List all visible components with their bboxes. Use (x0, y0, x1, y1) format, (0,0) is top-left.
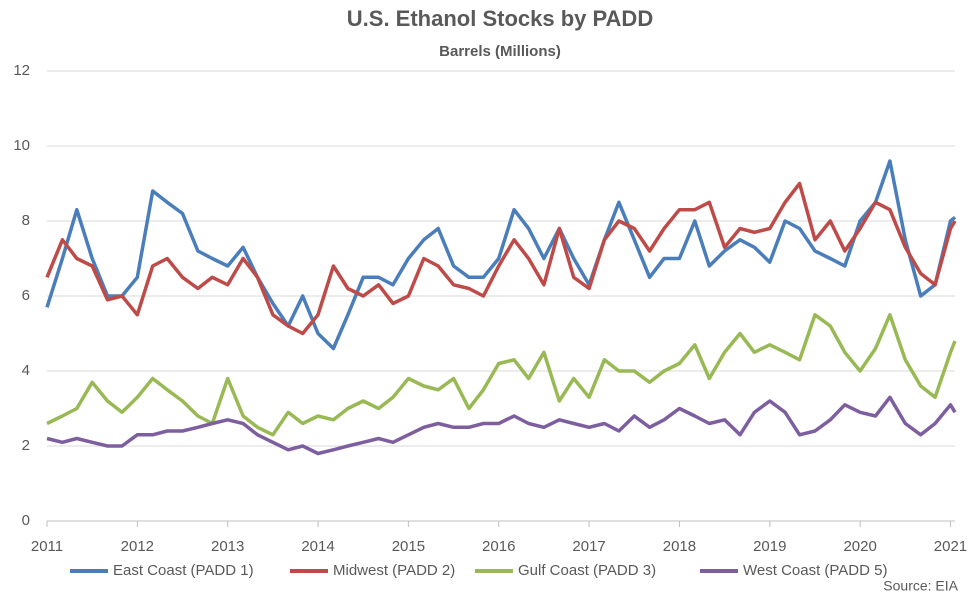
x-tick-label: 2019 (753, 538, 786, 555)
series-line (46, 313, 957, 437)
x-tick-label: 2018 (663, 538, 696, 555)
chart-title: U.S. Ethanol Stocks by PADD (347, 6, 653, 31)
x-tick-label: 2017 (572, 538, 605, 555)
series-line (45, 159, 957, 351)
x-tick-label: 2021 (934, 538, 967, 555)
legend-label: East Coast (PADD 1) (113, 562, 254, 579)
x-tick-label: 2015 (392, 538, 425, 555)
x-tick-label: 2016 (482, 538, 515, 555)
x-tick-label: 2014 (301, 538, 334, 555)
x-tick-label: 2020 (843, 538, 876, 555)
series-line (45, 181, 957, 336)
series-line (46, 395, 957, 456)
legend-label: Gulf Coast (PADD 3) (518, 562, 656, 579)
source-note: Source: EIA (883, 578, 958, 594)
legend-label: Midwest (PADD 2) (333, 562, 455, 579)
legend-label: West Coast (PADD 5) (743, 562, 887, 579)
y-tick-label: 8 (22, 212, 30, 229)
y-tick-label: 10 (13, 137, 30, 154)
chart-subtitle: Barrels (Millions) (439, 43, 561, 60)
x-tick-label: 2011 (31, 538, 63, 555)
y-tick-label: 2 (22, 437, 30, 454)
y-tick-label: 6 (22, 287, 30, 304)
x-tick-label: 2013 (211, 538, 244, 555)
x-tick-label: 2012 (121, 538, 154, 555)
y-tick-label: 12 (13, 62, 30, 79)
y-tick-label: 0 (22, 512, 30, 529)
y-tick-label: 4 (22, 362, 30, 379)
